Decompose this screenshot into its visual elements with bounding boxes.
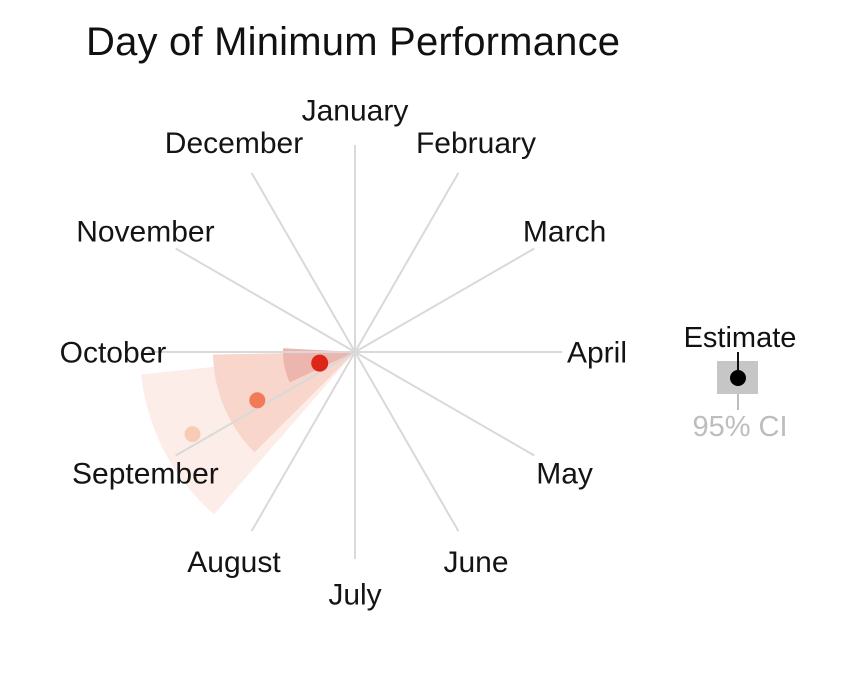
legend-ci-label: 95% CI xyxy=(692,411,788,443)
spoke-february xyxy=(354,172,460,353)
ci-wedge-middle xyxy=(213,352,355,453)
spoke-december xyxy=(250,172,356,353)
month-label-september: September xyxy=(72,458,219,491)
estimate-dot-outer xyxy=(184,426,201,443)
estimate-dot-inner xyxy=(311,354,329,372)
month-label-january: January xyxy=(302,95,409,128)
month-label-december: December xyxy=(165,127,303,160)
legend-estimate-dot-icon xyxy=(730,370,746,386)
spoke-may xyxy=(354,351,535,457)
month-label-november: November xyxy=(76,216,214,249)
estimate-dot-middle xyxy=(249,392,266,409)
month-label-august: August xyxy=(187,546,281,579)
legend-estimate-pointer-line xyxy=(737,352,739,378)
legend-estimate-label: Estimate xyxy=(683,322,797,354)
month-label-february: February xyxy=(416,127,536,160)
spoke-march xyxy=(354,247,535,353)
month-label-july: July xyxy=(328,579,381,612)
legend: Estimate 95% CI xyxy=(660,315,820,450)
chart-title: Day of Minimum Performance xyxy=(86,20,621,64)
month-label-june: June xyxy=(443,546,508,579)
month-label-march: March xyxy=(523,216,606,249)
legend-ci-pointer-line xyxy=(737,394,739,410)
month-label-may: May xyxy=(536,458,593,491)
spoke-august xyxy=(250,351,356,532)
spoke-november xyxy=(175,247,356,353)
spoke-june xyxy=(354,351,460,532)
month-label-april: April xyxy=(567,337,627,370)
month-label-october: October xyxy=(60,337,167,370)
